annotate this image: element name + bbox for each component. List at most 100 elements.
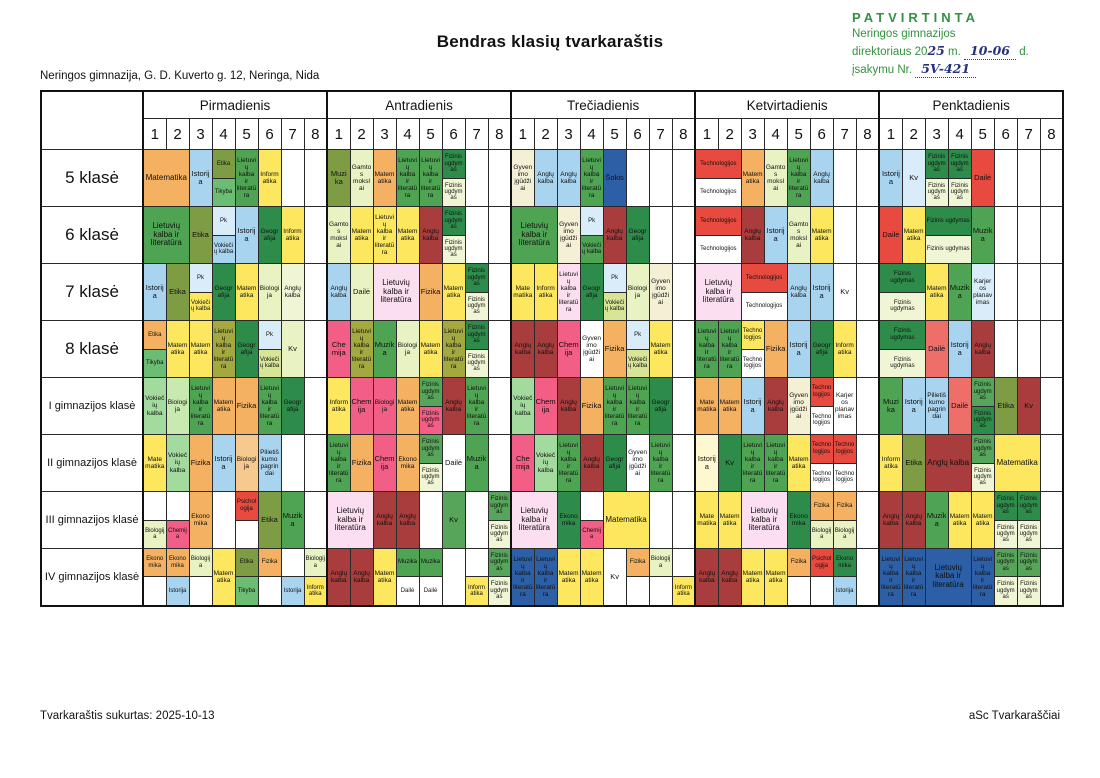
lesson-cell: Ekonomika Istorija (832, 548, 857, 606)
lesson-cell: Matematika (188, 320, 213, 378)
period-header: 7 (1016, 118, 1041, 150)
lesson-cell-empty (671, 320, 696, 378)
lesson-cell-empty (487, 377, 512, 435)
lesson-cell: Matematika (211, 548, 236, 606)
lesson-cell: Lietuvių kalba ir literatūra (740, 434, 765, 492)
lesson-cell: Lietuvių kalba ir literatūra (395, 149, 420, 207)
lesson-cell-empty (1016, 149, 1041, 207)
lesson-cell: Fizinis ugdymas Fizinis ugdymas (487, 548, 512, 606)
lesson-cell: Anglų kalba (280, 263, 305, 321)
class-row: 6 klasė Lietuvių kalba ir literatūra Etika… (40, 206, 1064, 264)
lesson-cell: Ekonomika (142, 548, 167, 606)
lesson-cell: Istorija (142, 263, 167, 321)
lesson-cell-empty (625, 149, 650, 207)
period-header: 1 (510, 118, 535, 150)
timetable-container: Pirmadienis Antradienis Trečiadienis Ketvir… (40, 90, 1065, 607)
lesson-cell: Gamtos mokslai (786, 206, 811, 264)
lesson-cell: Dailė (441, 434, 466, 492)
lesson-cell: Kv (441, 491, 466, 549)
lesson-cell: Fizinis ugdymas Fizinis ugdymas (993, 491, 1018, 549)
lesson-cell: Anglų kalba (924, 434, 972, 492)
lesson-cell: Fizinis ugdymas Fizinis ugdymas (993, 548, 1018, 606)
lesson-cell: Anglų kalba (418, 206, 443, 264)
lesson-cell: Matematika (717, 377, 742, 435)
lesson-cell: Anglų kalba (901, 491, 926, 549)
lesson-cell: Anglų kalba (878, 491, 903, 549)
approval-stamp: PATVIRTINTA Neringos gimnazijos direktor… (852, 10, 1100, 79)
lesson-cell: Muzika Dailė (418, 548, 443, 606)
lesson-cell: Anglų kalba (372, 491, 397, 549)
period-header: 2 (901, 118, 926, 150)
lesson-cell: Etika (188, 206, 213, 264)
lesson-cell: Lietuvių kalba ir literatūra (211, 320, 236, 378)
period-header: 1 (326, 118, 351, 150)
lesson-cell: Lietuvių kalba ir literatūra (533, 548, 558, 606)
class-row: I gimnazijos klasė Vokiečių kalba Biologij… (40, 377, 1064, 435)
lesson-cell: Lietuvių kalba ir literatūra (188, 377, 213, 435)
lesson-cell-empty (487, 206, 512, 264)
lesson-cell: Lietuvių kalba ir literatūra (349, 320, 374, 378)
lesson-cell: Lietuvių kalba ir literatūra (234, 149, 259, 207)
lesson-cell-empty (648, 491, 673, 549)
period-header: 5 (418, 118, 443, 150)
school-address: Neringos gimnazija, G. D. Kuverto g. 12,… (40, 70, 320, 82)
lesson-cell: Fizika (625, 548, 650, 606)
class-row-label: 8 klasė (40, 320, 144, 378)
lesson-cell: Fizinis ugdymas Fizinis ugdymas (487, 491, 512, 549)
lesson-cell: Matematika (786, 434, 811, 492)
lesson-cell-empty (671, 434, 696, 492)
lesson-cell-empty (1039, 320, 1064, 378)
lesson-cell-empty (418, 491, 443, 549)
lesson-cell: Matematika (648, 320, 673, 378)
lesson-cell: Lietuvių kalba ir literatūra (648, 434, 673, 492)
lesson-cell: Matematika (740, 149, 765, 207)
lesson-cell: Lietuvių kalba ir literatūra (763, 434, 788, 492)
lesson-cell: Fizika (602, 320, 627, 378)
period-header: 1 (878, 118, 903, 150)
lesson-cell: Informatika (671, 548, 696, 606)
lesson-cell: Kv (602, 548, 627, 606)
period-header: 5 (234, 118, 259, 150)
lesson-cell: Chemija (533, 377, 558, 435)
lesson-cell: Matematika (510, 263, 535, 321)
lesson-cell: Lietuvių kalba ir literatūra (717, 320, 742, 378)
day-header: Ketvirtadienis (694, 90, 880, 119)
lesson-cell: Istorija (694, 434, 719, 492)
lesson-cell: Fizinis ugdymas Fizinis ugdymas (1016, 491, 1041, 549)
lesson-cell: Etika (901, 434, 926, 492)
period-header: 3 (924, 118, 949, 150)
period-header: 8 (855, 118, 880, 150)
lesson-cell: Matematika (234, 263, 259, 321)
lesson-cell-empty (855, 491, 880, 549)
period-header: 8 (1039, 118, 1064, 150)
lesson-cell: Fizika Biologija (832, 491, 857, 549)
period-header: 2 (717, 118, 742, 150)
lesson-cell-empty (671, 263, 696, 321)
lesson-cell: Pk Vokiečių kalba (188, 263, 213, 321)
lesson-cell: Lietuvių kalba ir literatūra (556, 434, 581, 492)
lesson-cell: Geografija (809, 320, 834, 378)
period-header: 7 (464, 118, 489, 150)
lesson-cell: Anglų kalba (326, 548, 351, 606)
lesson-cell: Matematika (211, 377, 236, 435)
lesson-cell: Chemija (556, 320, 581, 378)
lesson-cell: Istorija (901, 377, 926, 435)
lesson-cell: Fizika (188, 434, 213, 492)
lesson-cell: Chemija (165, 491, 190, 549)
lesson-cell: Muzika (280, 491, 305, 549)
lesson-cell: Matematika (763, 548, 788, 606)
lesson-cell: Fizika (579, 377, 604, 435)
lesson-cell: Matematika (924, 263, 949, 321)
lesson-cell: Kv (832, 263, 857, 321)
handwritten-order-number: 5V-421 (921, 61, 971, 76)
lesson-cell: Matematika (349, 206, 374, 264)
lesson-cell: Lietuvių kalba ir literatūra (418, 149, 443, 207)
lesson-cell: Muzika (464, 434, 489, 492)
lesson-cell: Fizinis ugdymas Fizinis ugdymas (878, 320, 926, 378)
lesson-cell: Dailė (924, 320, 949, 378)
lesson-cell: Anglų kalba (556, 377, 581, 435)
class-row-label: 6 klasė (40, 206, 144, 264)
lesson-cell: Chemija (326, 320, 351, 378)
lesson-cell: Anglų kalba (441, 377, 466, 435)
